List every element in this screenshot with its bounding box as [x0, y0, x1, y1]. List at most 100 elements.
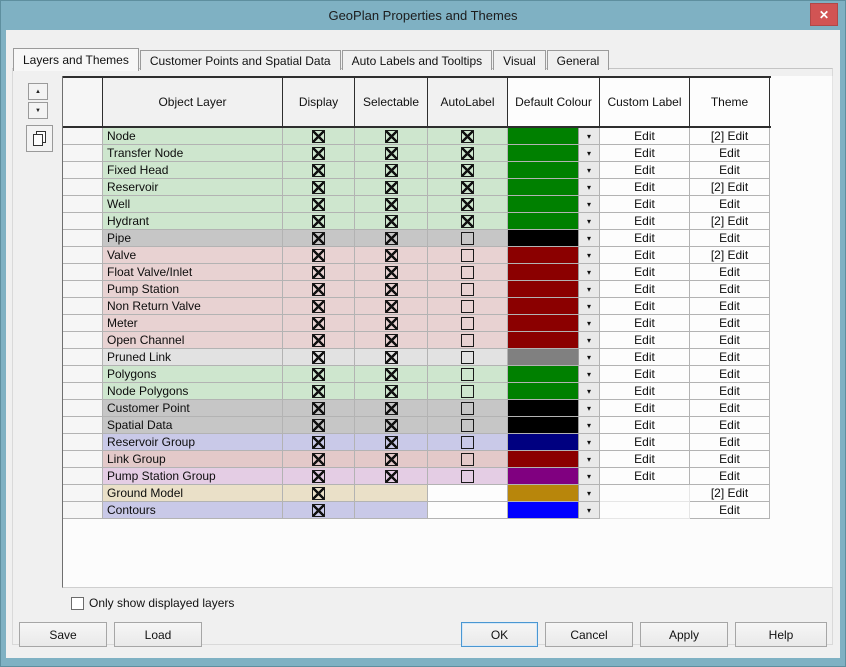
theme-cell[interactable]: Edit [690, 145, 770, 162]
colour-dropdown-button[interactable]: ▾ [578, 434, 599, 450]
display-checkbox[interactable] [312, 214, 325, 228]
row-handle[interactable] [63, 468, 103, 485]
colour-dropdown-button[interactable]: ▾ [578, 264, 599, 280]
autolabel-checkbox[interactable] [461, 197, 474, 211]
tab-general[interactable]: General [546, 50, 610, 70]
layer-name-cell[interactable]: Valve [103, 247, 283, 264]
display-checkbox[interactable] [312, 384, 325, 398]
row-handle[interactable] [63, 298, 103, 315]
selectable-checkbox[interactable] [384, 333, 398, 347]
custom-label-cell[interactable]: Edit [600, 145, 690, 162]
move-row-down-button[interactable]: ▼ [28, 102, 48, 119]
theme-cell[interactable]: [2] Edit [690, 247, 770, 264]
copy-button[interactable] [26, 125, 53, 152]
colour-dropdown-button[interactable]: ▾ [578, 332, 599, 348]
layer-name-cell[interactable]: Pump Station Group [103, 468, 283, 485]
layer-name-cell[interactable]: Link Group [103, 451, 283, 468]
custom-label-cell[interactable]: Edit [600, 417, 690, 434]
layer-name-cell[interactable]: Pruned Link [103, 349, 283, 366]
row-handle[interactable] [63, 332, 103, 349]
row-handle[interactable] [63, 502, 103, 519]
row-handle[interactable] [63, 383, 103, 400]
theme-cell[interactable]: Edit [690, 451, 770, 468]
display-checkbox[interactable] [312, 367, 325, 381]
autolabel-checkbox[interactable] [461, 316, 474, 330]
theme-cell[interactable]: Edit [690, 468, 770, 485]
selectable-checkbox[interactable] [384, 367, 398, 381]
layer-name-cell[interactable]: Reservoir Group [103, 434, 283, 451]
colour-dropdown-button[interactable]: ▾ [578, 196, 599, 212]
custom-label-cell[interactable]: Edit [600, 213, 690, 230]
layer-name-cell[interactable]: Hydrant [103, 213, 283, 230]
display-checkbox[interactable] [312, 265, 325, 279]
autolabel-checkbox[interactable] [461, 469, 474, 483]
display-checkbox[interactable] [312, 486, 325, 500]
display-checkbox[interactable] [312, 333, 325, 347]
row-handle[interactable] [63, 247, 103, 264]
colour-dropdown-button[interactable]: ▾ [578, 179, 599, 195]
autolabel-checkbox[interactable] [461, 231, 474, 245]
custom-label-cell[interactable]: Edit [600, 179, 690, 196]
selectable-checkbox[interactable] [384, 129, 398, 143]
custom-label-cell[interactable]: Edit [600, 468, 690, 485]
display-checkbox[interactable] [312, 418, 325, 432]
autolabel-checkbox[interactable] [461, 435, 474, 449]
layer-name-cell[interactable]: Non Return Valve [103, 298, 283, 315]
row-handle[interactable] [63, 128, 103, 145]
theme-cell[interactable]: [2] Edit [690, 128, 770, 145]
theme-cell[interactable]: Edit [690, 400, 770, 417]
theme-cell[interactable]: Edit [690, 162, 770, 179]
display-checkbox[interactable] [312, 401, 325, 415]
colour-dropdown-button[interactable]: ▾ [578, 366, 599, 382]
autolabel-checkbox[interactable] [461, 214, 474, 228]
selectable-checkbox[interactable] [384, 214, 398, 228]
display-checkbox[interactable] [312, 197, 325, 211]
autolabel-checkbox[interactable] [461, 299, 474, 313]
selectable-checkbox[interactable] [384, 146, 398, 160]
theme-cell[interactable]: Edit [690, 502, 770, 519]
colour-dropdown-button[interactable]: ▾ [578, 417, 599, 433]
colour-dropdown-button[interactable]: ▾ [578, 315, 599, 331]
colour-dropdown-button[interactable]: ▾ [578, 485, 599, 501]
display-checkbox[interactable] [312, 282, 325, 296]
selectable-checkbox[interactable] [384, 265, 398, 279]
display-checkbox[interactable] [312, 180, 325, 194]
tab-layers-and-themes[interactable]: Layers and Themes [13, 48, 139, 71]
display-checkbox[interactable] [312, 146, 325, 160]
colour-dropdown-button[interactable]: ▾ [578, 213, 599, 229]
display-checkbox[interactable] [312, 248, 325, 262]
layer-name-cell[interactable]: Meter [103, 315, 283, 332]
theme-cell[interactable]: Edit [690, 349, 770, 366]
custom-label-cell[interactable]: Edit [600, 196, 690, 213]
autolabel-checkbox[interactable] [461, 333, 474, 347]
autolabel-checkbox[interactable] [461, 129, 474, 143]
colour-dropdown-button[interactable]: ▾ [578, 400, 599, 416]
theme-cell[interactable]: [2] Edit [690, 213, 770, 230]
row-handle[interactable] [63, 264, 103, 281]
custom-label-cell[interactable]: Edit [600, 230, 690, 247]
colour-dropdown-button[interactable]: ▾ [578, 383, 599, 399]
ok-button[interactable]: OK [461, 622, 538, 647]
theme-cell[interactable]: [2] Edit [690, 179, 770, 196]
custom-label-cell[interactable]: Edit [600, 366, 690, 383]
custom-label-cell[interactable]: Edit [600, 281, 690, 298]
row-handle[interactable] [63, 230, 103, 247]
display-checkbox[interactable] [312, 231, 325, 245]
theme-cell[interactable]: Edit [690, 366, 770, 383]
custom-label-cell[interactable]: Edit [600, 400, 690, 417]
row-handle[interactable] [63, 162, 103, 179]
autolabel-checkbox[interactable] [461, 248, 474, 262]
display-checkbox[interactable] [312, 163, 325, 177]
theme-cell[interactable]: [2] Edit [690, 485, 770, 502]
layer-name-cell[interactable]: Polygons [103, 366, 283, 383]
selectable-checkbox[interactable] [384, 401, 398, 415]
custom-label-cell[interactable]: Edit [600, 315, 690, 332]
row-handle[interactable] [63, 179, 103, 196]
custom-label-cell[interactable]: Edit [600, 162, 690, 179]
display-checkbox[interactable] [312, 316, 325, 330]
theme-cell[interactable]: Edit [690, 315, 770, 332]
autolabel-checkbox[interactable] [461, 180, 474, 194]
colour-dropdown-button[interactable]: ▾ [578, 451, 599, 467]
autolabel-checkbox[interactable] [461, 265, 474, 279]
display-checkbox[interactable] [312, 452, 325, 466]
